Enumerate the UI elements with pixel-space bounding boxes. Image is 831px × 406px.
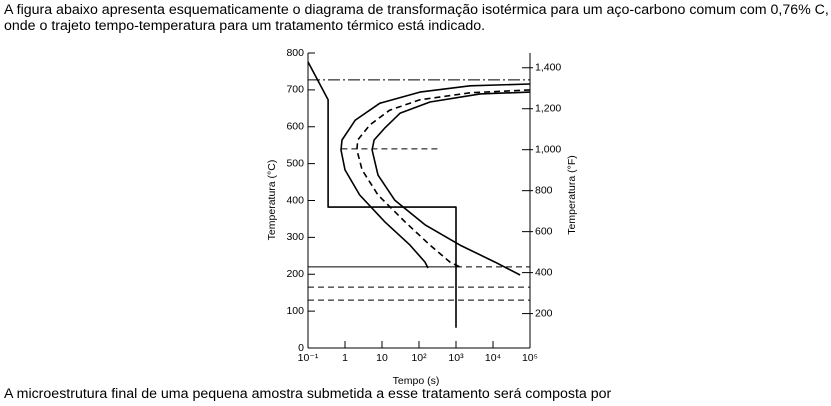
curve (356, 89, 531, 269)
x-tick-label: 1 (342, 352, 348, 364)
intro-text: A figura abaixo apresenta esquematicamen… (4, 2, 829, 34)
y-axis-label: Temperatura (°C) (266, 160, 278, 241)
x-tick-label: 10⁻¹ (298, 352, 319, 364)
y2-tick-label: 800 (535, 184, 553, 196)
y-tick-label: 700 (286, 84, 304, 96)
x-tick-label: 10² (411, 352, 427, 364)
curve (307, 61, 457, 328)
chart: Tempo (s) Temperatura (°C) Temperatura (… (266, 47, 578, 386)
y2-tick-label: 1,000 (535, 143, 561, 155)
y2-tick-label: 200 (535, 307, 553, 319)
y2-tick-label: 1,200 (535, 103, 561, 115)
y2-axis-label: Temperatura (°F) (566, 155, 578, 234)
y-tick-label: 100 (286, 305, 304, 317)
closing-text: A microestrutura final de uma pequena am… (4, 386, 612, 402)
y2-tick-label: 600 (535, 225, 553, 237)
y2-tick-label: 1,400 (535, 62, 561, 74)
x-tick-label: 10⁵ (522, 352, 538, 364)
y-tick-label: 200 (286, 268, 304, 280)
x-tick-label: 10³ (448, 352, 464, 364)
curve (340, 83, 531, 269)
y2-tick-label: 400 (535, 266, 553, 278)
x-tick-label: 10⁴ (485, 352, 501, 364)
y-tick-label: 800 (286, 47, 304, 59)
x-axis-label: Tempo (s) (393, 375, 440, 386)
x-tick-label: 10 (376, 352, 388, 364)
y-tick-label: 300 (286, 231, 304, 243)
curve (371, 91, 531, 276)
y-tick-label: 0 (298, 342, 304, 354)
y-tick-label: 500 (286, 157, 304, 169)
y-tick-label: 400 (286, 194, 304, 206)
y-tick-label: 600 (286, 121, 304, 133)
